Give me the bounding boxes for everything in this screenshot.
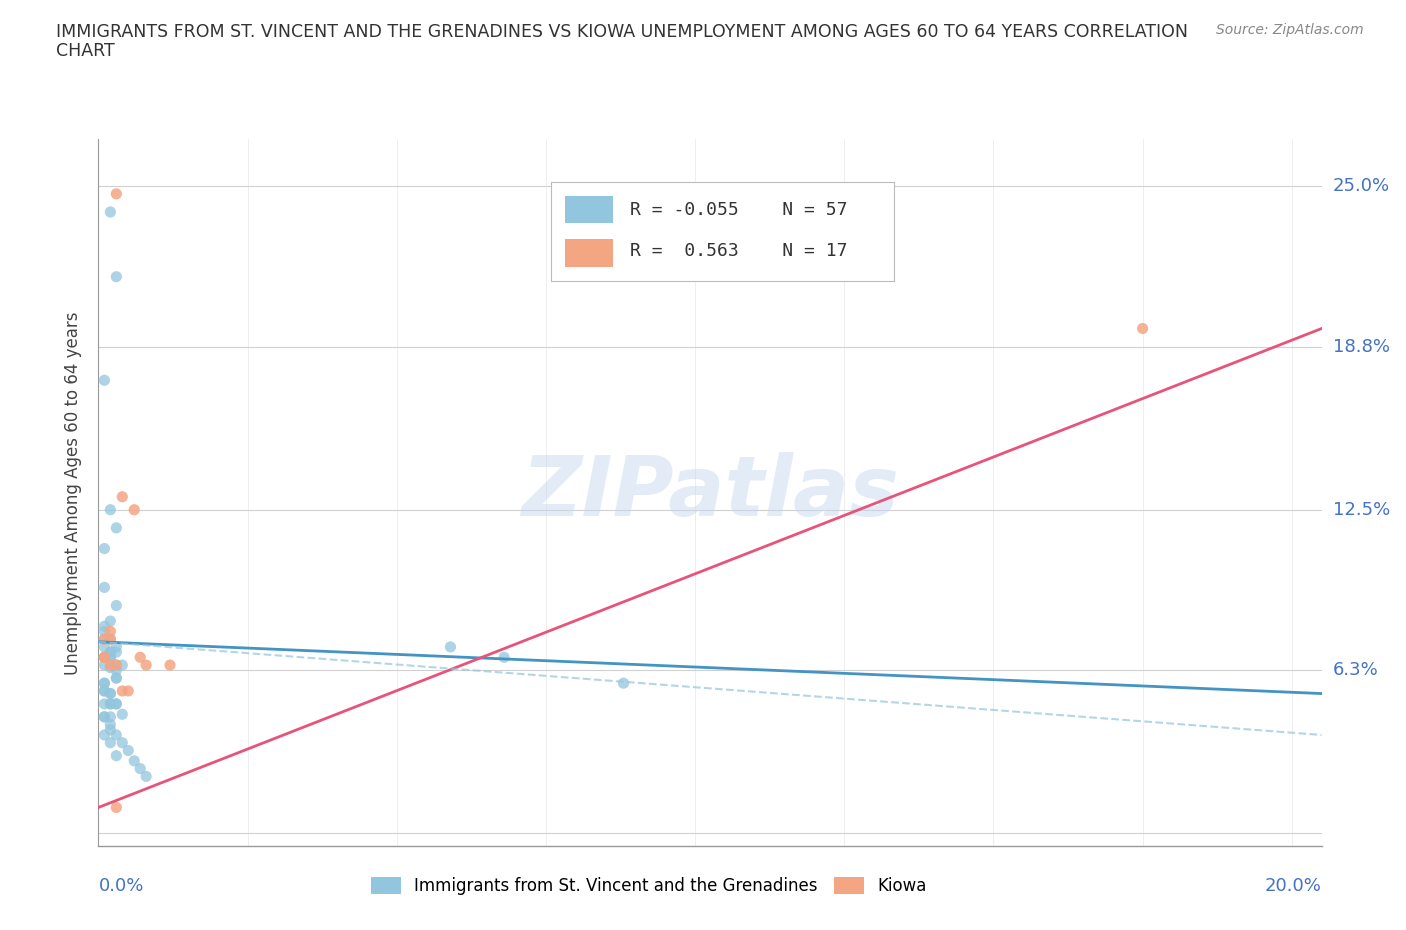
- Text: IMMIGRANTS FROM ST. VINCENT AND THE GRENADINES VS KIOWA UNEMPLOYMENT AMONG AGES : IMMIGRANTS FROM ST. VINCENT AND THE GREN…: [56, 23, 1188, 41]
- Point: [105, 598, 128, 613]
- Point: [105, 697, 128, 711]
- Text: CHART: CHART: [56, 42, 115, 60]
- Point: [93, 697, 115, 711]
- Point: [98, 631, 121, 646]
- Point: [122, 753, 145, 768]
- Point: [98, 723, 121, 737]
- Point: [135, 658, 157, 672]
- Point: [105, 671, 128, 685]
- Point: [93, 684, 115, 698]
- Text: 12.5%: 12.5%: [1333, 500, 1391, 519]
- Point: [98, 710, 121, 724]
- Text: 0.0%: 0.0%: [98, 877, 143, 895]
- Point: [93, 541, 115, 556]
- Point: [612, 676, 634, 691]
- Text: 6.3%: 6.3%: [1333, 661, 1378, 679]
- Point: [98, 697, 121, 711]
- Point: [98, 736, 121, 751]
- Point: [111, 684, 134, 698]
- Point: [93, 684, 115, 698]
- Point: [159, 658, 181, 672]
- Point: [93, 727, 115, 742]
- Point: [111, 658, 134, 672]
- Point: [93, 650, 115, 665]
- Point: [93, 676, 115, 691]
- Y-axis label: Unemployment Among Ages 60 to 64 years: Unemployment Among Ages 60 to 64 years: [63, 312, 82, 674]
- Point: [93, 676, 115, 691]
- Point: [93, 640, 115, 655]
- Point: [105, 644, 128, 659]
- Point: [105, 800, 128, 815]
- Text: ZIPatlas: ZIPatlas: [522, 452, 898, 534]
- Point: [111, 489, 134, 504]
- Point: [98, 650, 121, 665]
- Point: [105, 671, 128, 685]
- Point: [98, 631, 121, 646]
- Point: [98, 502, 121, 517]
- Point: [105, 658, 128, 672]
- Point: [93, 710, 115, 724]
- Point: [93, 373, 115, 388]
- Point: [117, 743, 139, 758]
- Point: [98, 650, 121, 665]
- Point: [98, 644, 121, 659]
- Point: [93, 710, 115, 724]
- Point: [129, 761, 152, 776]
- Point: [98, 658, 121, 672]
- Text: 20.0%: 20.0%: [1265, 877, 1322, 895]
- Point: [105, 727, 128, 742]
- Point: [98, 624, 121, 639]
- Text: 25.0%: 25.0%: [1333, 177, 1391, 195]
- Point: [105, 697, 128, 711]
- Point: [93, 624, 115, 639]
- Point: [117, 684, 139, 698]
- Point: [98, 614, 121, 629]
- Point: [105, 658, 128, 672]
- Text: 18.8%: 18.8%: [1333, 338, 1389, 355]
- Point: [93, 650, 115, 665]
- Point: [439, 640, 461, 655]
- Point: [98, 717, 121, 732]
- Point: [105, 640, 128, 655]
- Point: [111, 707, 134, 722]
- Point: [98, 205, 121, 219]
- Point: [93, 658, 115, 672]
- Legend: Immigrants from St. Vincent and the Grenadines, Kiowa: Immigrants from St. Vincent and the Gren…: [364, 870, 934, 901]
- Point: [98, 644, 121, 659]
- Point: [494, 650, 516, 665]
- Point: [105, 749, 128, 764]
- Point: [122, 502, 145, 517]
- Text: Source: ZipAtlas.com: Source: ZipAtlas.com: [1216, 23, 1364, 37]
- Point: [135, 769, 157, 784]
- Point: [98, 660, 121, 675]
- Point: [93, 618, 115, 633]
- Point: [93, 650, 115, 665]
- Point: [129, 650, 152, 665]
- Point: [105, 186, 128, 201]
- Point: [93, 580, 115, 595]
- Point: [98, 697, 121, 711]
- Point: [105, 663, 128, 678]
- Point: [1132, 321, 1154, 336]
- Point: [105, 270, 128, 285]
- Point: [98, 686, 121, 701]
- Point: [105, 521, 128, 536]
- Point: [93, 631, 115, 646]
- Point: [93, 631, 115, 646]
- Point: [98, 686, 121, 701]
- Point: [111, 736, 134, 751]
